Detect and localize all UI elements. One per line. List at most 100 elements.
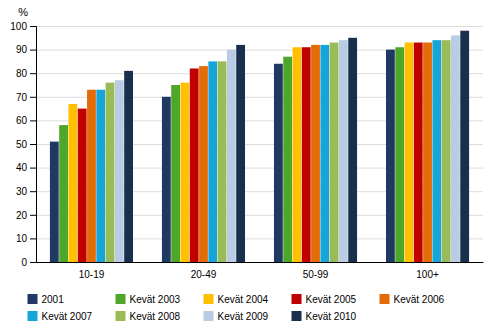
legend-item: Kevät 2004	[204, 294, 269, 305]
bar	[236, 45, 245, 262]
bar	[311, 45, 320, 262]
bar	[96, 90, 105, 262]
legend: 2001 Kevät 2003 Kevät 2004 Kevät 2005 Kevät …	[28, 294, 445, 322]
bar-series	[78, 43, 423, 262]
bar-series	[124, 31, 469, 262]
y-tick: 70	[16, 92, 36, 103]
legend-item: Kevät 2006	[380, 294, 445, 305]
y-axis-title: %	[18, 6, 28, 18]
x-axis-line	[37, 262, 484, 263]
bar	[293, 47, 302, 262]
grid-line	[36, 26, 483, 27]
y-tick-label: 20	[16, 210, 28, 221]
y-tick-label: 50	[16, 139, 28, 150]
legend-item: Kevät 2010	[292, 311, 357, 322]
bar	[190, 68, 199, 262]
y-tick: 100	[10, 21, 36, 32]
x-tick: 10-19	[79, 269, 105, 280]
y-axis-line	[30, 27, 37, 263]
y-tick-mark	[30, 144, 36, 145]
legend-item: Kevät 2009	[204, 311, 269, 322]
y-tick: 20	[16, 210, 36, 221]
legend-swatch	[116, 294, 126, 304]
grid	[36, 27, 483, 263]
legend-item: Kevät 2008	[116, 311, 181, 322]
bar	[302, 47, 311, 262]
bar-series	[87, 43, 432, 262]
x-tick-label: 50-99	[303, 269, 329, 280]
x-tick: 20-49	[191, 269, 217, 280]
bar	[115, 80, 124, 262]
y-tick-mark	[30, 238, 36, 239]
x-tick-label: 20-49	[191, 269, 217, 280]
bar	[432, 40, 441, 262]
legend-swatch	[116, 311, 126, 321]
bar	[87, 90, 96, 262]
y-tick-label: 30	[16, 186, 28, 197]
legend-swatch	[204, 311, 214, 321]
y-tick-label: 40	[16, 162, 28, 173]
y-tick-label: 70	[16, 92, 28, 103]
x-axis: 10-19 20-49 50-99 100+	[37, 263, 484, 281]
bar	[181, 83, 190, 262]
legend-swatch	[292, 311, 302, 321]
grid-tick	[36, 26, 483, 27]
legend-label: Kevät 2010	[306, 311, 357, 322]
bar	[386, 50, 395, 262]
bar	[106, 83, 115, 262]
chart: 010203040506070809010010-1920-4950-99100…	[0, 0, 495, 336]
y-tick: 30	[16, 186, 36, 197]
bar	[320, 45, 329, 262]
bar	[162, 97, 171, 262]
y-tick-mark	[30, 73, 36, 74]
bar	[339, 40, 348, 262]
y-tick-label: 0	[21, 257, 27, 268]
bar	[171, 85, 180, 262]
bar	[414, 43, 423, 262]
y-tick: 0	[21, 257, 36, 268]
bar	[208, 61, 217, 262]
legend-item: Kevät 2003	[116, 294, 181, 305]
bar	[451, 35, 460, 262]
legend-label: 2001	[42, 294, 65, 305]
y-tick: 80	[16, 68, 36, 79]
bar	[124, 71, 133, 262]
bar-series	[96, 40, 441, 262]
bar-series	[115, 35, 460, 262]
y-tick-mark	[30, 26, 36, 27]
legend-label: Kevät 2007	[42, 311, 93, 322]
y-tick-label: 80	[16, 68, 28, 79]
y-tick-label: 60	[16, 115, 28, 126]
plot: 010203040506070809010010-1920-4950-99100…	[10, 21, 483, 280]
bar	[59, 125, 68, 262]
legend-swatch	[204, 294, 214, 304]
x-tick-label: 10-19	[79, 269, 105, 280]
y-tick-mark	[30, 262, 36, 263]
bar	[395, 47, 404, 262]
bar	[423, 43, 432, 262]
grid-tick	[36, 262, 483, 263]
bar	[68, 104, 77, 262]
bar	[330, 43, 339, 262]
y-tick-label: 100	[10, 21, 27, 32]
grid-line	[36, 262, 483, 263]
x-tick: 100+	[416, 269, 439, 280]
legend-item: 2001	[28, 294, 65, 305]
legend-label: Kevät 2008	[130, 311, 181, 322]
bar	[199, 66, 208, 262]
bar	[274, 64, 283, 262]
x-tick-label: 100+	[416, 269, 439, 280]
legend-label: Kevät 2003	[130, 294, 181, 305]
y-tick-mark	[30, 97, 36, 98]
bar	[227, 50, 236, 262]
legend-item: Kevät 2007	[28, 311, 93, 322]
legend-label: Kevät 2009	[218, 311, 269, 322]
legend-swatch	[292, 294, 302, 304]
y-tick-mark	[30, 215, 36, 216]
legend-swatch	[28, 294, 38, 304]
legend-item: Kevät 2005	[292, 294, 357, 305]
y-tick: 10	[16, 233, 36, 244]
bar	[442, 40, 451, 262]
y-tick-mark	[30, 191, 36, 192]
legend-label: Kevät 2005	[306, 294, 357, 305]
